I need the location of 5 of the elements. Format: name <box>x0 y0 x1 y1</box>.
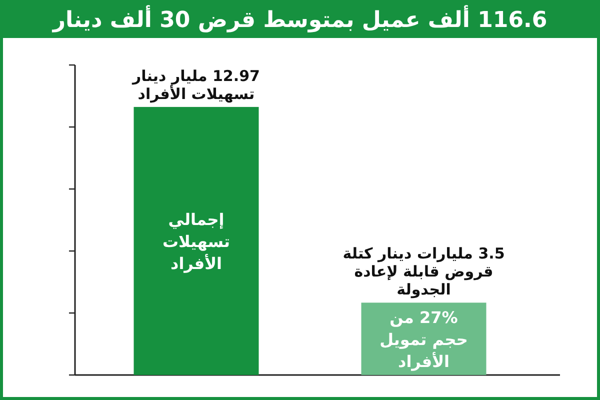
annotation: 27% من حجم تمويل الأفراد <box>380 308 468 371</box>
chart-title: 116.6 ألف عميل بمتوسط قرض 30 ألف دينار <box>52 5 548 33</box>
annotation: إجمالي تسهيلات الأفراد <box>162 210 230 273</box>
data-label: 12.97 مليار دينار تسهيلات الأفراد <box>132 66 260 103</box>
data-label: 3.5 مليارات دينار كتلة قروض قابلة لإعادة الجدولة <box>342 244 505 299</box>
